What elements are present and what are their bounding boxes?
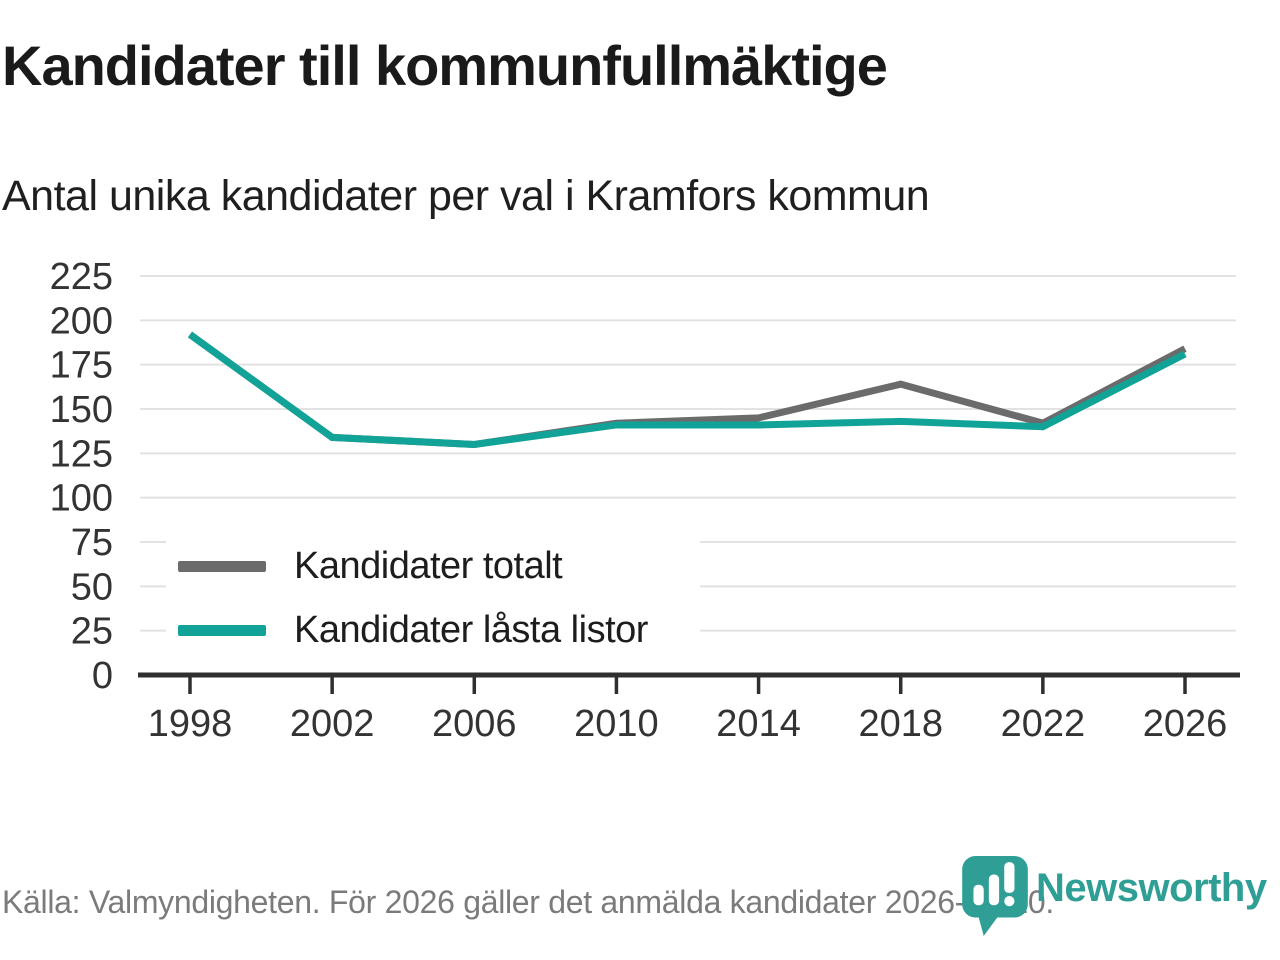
x-tick-label-2010: 2010 (574, 703, 659, 745)
y-tick-label-25: 25 (71, 611, 113, 653)
x-tick-label-2026: 2026 (1143, 703, 1228, 745)
legend-swatch-totalt (178, 560, 266, 572)
legend-item-lasta-listor: Kandidater låsta listor (166, 598, 700, 662)
source-note: Källa: Valmyndigheten. För 2026 gäller d… (2, 884, 1054, 920)
y-tick-label-125: 125 (50, 433, 113, 475)
x-tick-label-2022: 2022 (1001, 703, 1086, 745)
legend-label-lasta-listor: Kandidater låsta listor (294, 608, 648, 651)
legend-item-totalt: Kandidater totalt (166, 534, 700, 598)
chart-subtitle: Antal unika kandidater per val i Kramfor… (2, 172, 930, 220)
newsworthy-logo-icon (962, 856, 1028, 936)
y-tick-label-200: 200 (50, 300, 113, 342)
x-tick-label-1998: 1998 (148, 703, 233, 745)
newsworthy-wordmark: Newsworthy (1036, 866, 1267, 910)
y-tick-label-50: 50 (71, 566, 113, 608)
newsworthy-logo: Newsworthy (962, 856, 1267, 936)
x-tick-label-2002: 2002 (290, 703, 375, 745)
y-tick-label-225: 225 (50, 256, 113, 298)
series-line-1 (187, 331, 1187, 448)
legend-swatch-lasta-listor (178, 624, 266, 636)
bar-chart-exclamation-icon (973, 862, 1015, 907)
y-tick-label-75: 75 (71, 522, 113, 564)
x-tick-label-2014: 2014 (716, 703, 801, 745)
y-tick-label-175: 175 (50, 345, 113, 387)
y-tick-label-0: 0 (92, 655, 113, 697)
x-tick-label-2018: 2018 (858, 703, 943, 745)
y-tick-label-150: 150 (50, 389, 113, 431)
page-title: Kandidater till kommunfullmäktige (2, 34, 888, 97)
chart-legend: Kandidater totalt Kandidater låsta listo… (166, 528, 700, 660)
x-tick-label-2006: 2006 (432, 703, 517, 745)
y-tick-label-100: 100 (50, 478, 113, 520)
legend-label-totalt: Kandidater totalt (294, 544, 563, 587)
